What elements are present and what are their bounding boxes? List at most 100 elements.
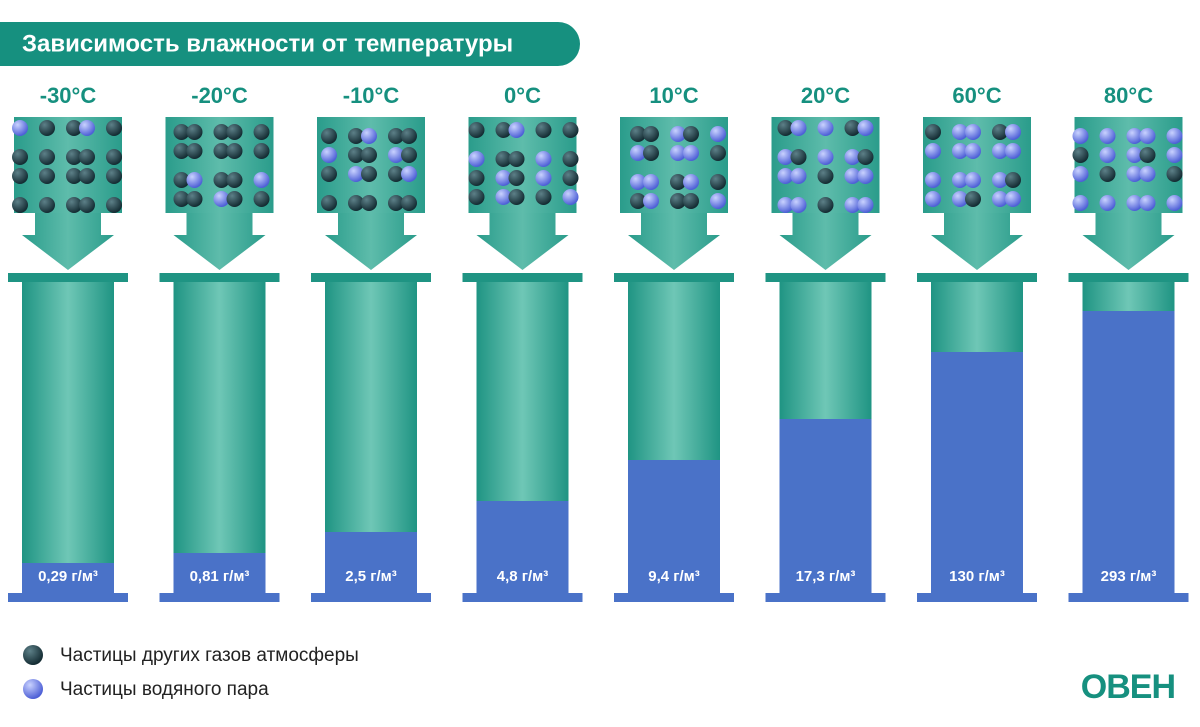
vapor-particle	[253, 172, 270, 188]
gas-particle	[173, 143, 190, 159]
temperature-label: -10°C	[343, 83, 400, 108]
gas-particle	[495, 151, 512, 167]
vapor-particle	[535, 151, 552, 167]
flange-bottom	[1068, 593, 1189, 602]
vapor-particle	[1099, 128, 1116, 144]
vapor-particle	[630, 145, 646, 161]
vapor-particle	[213, 191, 230, 207]
gas-particle	[1005, 172, 1021, 188]
flange-top	[8, 273, 128, 282]
flange-top	[614, 273, 734, 282]
gas-particle	[643, 126, 659, 142]
arrow	[22, 213, 114, 270]
gas-particle	[106, 197, 122, 213]
gas-particle	[562, 151, 579, 167]
vapor-particle	[965, 143, 981, 159]
gas-particle	[12, 168, 28, 184]
vapor-particle	[670, 145, 686, 161]
gas-particle	[39, 120, 55, 136]
vapor-particle	[361, 128, 377, 144]
vapor-particle	[401, 166, 417, 182]
vapor-particle	[952, 143, 968, 159]
gas-particle	[817, 197, 834, 213]
vapor-particle	[965, 124, 981, 140]
temperature-label: -30°C	[40, 83, 97, 108]
gas-particle	[508, 189, 525, 205]
gas-particle	[213, 143, 230, 159]
flange-top	[462, 273, 583, 282]
gas-particle	[79, 197, 95, 213]
gas-particle	[1072, 147, 1089, 163]
cylinder	[173, 282, 266, 593]
vapor-particle	[683, 145, 699, 161]
gas-particle	[844, 120, 861, 136]
gas-particle	[361, 147, 377, 163]
vapor-particle	[186, 172, 203, 188]
flange-bottom	[311, 593, 431, 602]
arrow	[1082, 213, 1175, 270]
vapor-particle	[388, 147, 404, 163]
gas-particle	[106, 120, 122, 136]
vapor-particle	[1166, 195, 1183, 211]
flange-bottom	[8, 593, 128, 602]
flange-bottom	[614, 593, 734, 602]
gas-particle	[106, 149, 122, 165]
cylinder	[22, 282, 114, 593]
gas-particle	[535, 122, 552, 138]
gas-particle	[683, 193, 699, 209]
vapor-particle	[844, 197, 861, 213]
gas-particle	[630, 126, 646, 142]
vapor-particle	[1072, 128, 1089, 144]
gas-particle	[173, 191, 190, 207]
gas-particle	[253, 191, 270, 207]
value-label: 0,81 г/м³	[190, 568, 250, 585]
title-bar	[0, 22, 580, 66]
gas-particle	[495, 122, 512, 138]
value-label: 17,3 г/м³	[796, 568, 856, 585]
gas-particle	[253, 124, 270, 140]
gas-particle	[106, 168, 122, 184]
vapor-particle	[925, 143, 941, 159]
gas-particle	[12, 149, 28, 165]
value-label: 130 г/м³	[949, 568, 1005, 585]
arrow	[325, 213, 417, 270]
vapor-particle	[790, 120, 807, 136]
legend-dark-particle	[23, 645, 43, 665]
vapor-fill	[173, 553, 266, 593]
vapor-particle	[495, 189, 512, 205]
gas-particle	[173, 172, 190, 188]
gas-particle	[39, 149, 55, 165]
vapor-particle	[992, 143, 1008, 159]
arrow	[779, 213, 872, 270]
vapor-particle	[1072, 166, 1089, 182]
flange-bottom	[765, 593, 886, 602]
gas-particle	[321, 195, 337, 211]
gas-particle	[508, 151, 525, 167]
gas-particle	[348, 195, 364, 211]
vapor-particle	[1126, 195, 1143, 211]
gas-particle	[1099, 166, 1116, 182]
legend-label: Частицы других газов атмосферы	[60, 645, 359, 666]
gas-particle	[348, 128, 364, 144]
vapor-particle	[1099, 195, 1116, 211]
temperature-label: 80°C	[1104, 83, 1153, 108]
arrow	[628, 213, 720, 270]
vapor-particle	[1005, 124, 1021, 140]
gas-particle	[388, 166, 404, 182]
gas-particle	[348, 147, 364, 163]
flange-top	[159, 273, 280, 282]
value-label: 9,4 г/м³	[648, 568, 700, 585]
vapor-particle	[1139, 166, 1156, 182]
gas-particle	[468, 122, 485, 138]
value-label: 2,5 г/м³	[345, 568, 397, 585]
vapor-fill	[1082, 311, 1175, 593]
vapor-fill	[476, 501, 569, 593]
gas-particle	[630, 193, 646, 209]
vapor-particle	[952, 191, 968, 207]
vapor-particle	[562, 189, 579, 205]
vapor-fill	[325, 532, 417, 593]
value-label: 0,29 г/м³	[38, 568, 98, 585]
vapor-particle	[952, 124, 968, 140]
gas-particle	[321, 166, 337, 182]
value-label: 4,8 г/м³	[497, 568, 549, 585]
